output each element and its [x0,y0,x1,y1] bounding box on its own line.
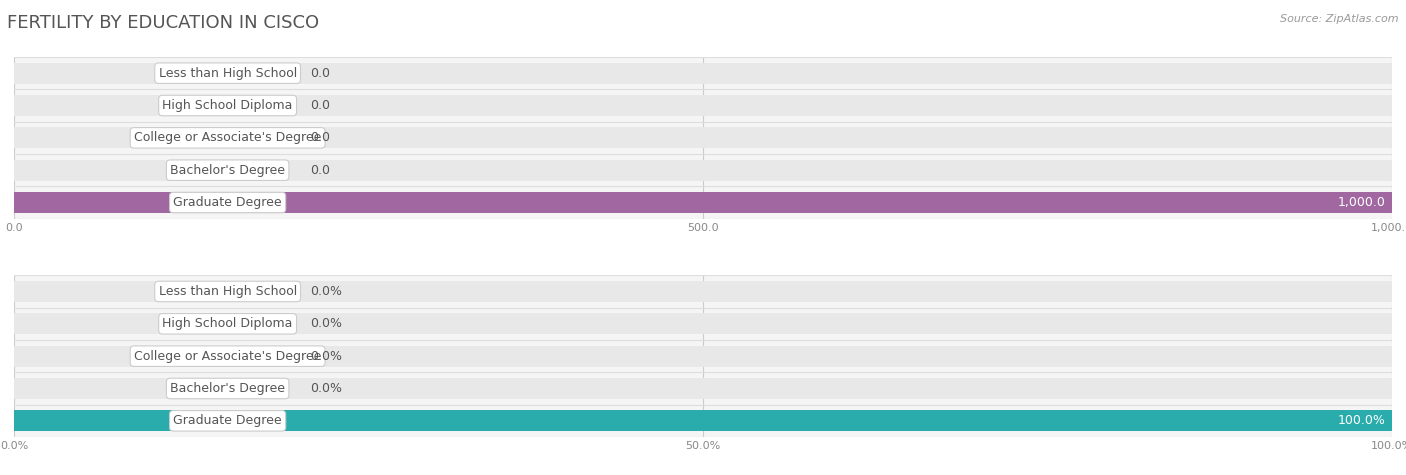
Bar [14,154,1392,186]
Bar [14,127,1392,148]
Text: 0.0%: 0.0% [311,285,342,298]
Bar [14,378,1392,399]
Text: Less than High School: Less than High School [159,285,297,298]
Bar [14,57,1392,89]
Bar [14,372,1392,405]
Text: 0.0%: 0.0% [311,350,342,362]
Bar [14,192,1392,213]
Bar [14,405,1392,437]
Text: Graduate Degree: Graduate Degree [173,196,283,209]
Bar [14,89,1392,122]
Text: 0.0: 0.0 [311,66,330,80]
Text: Source: ZipAtlas.com: Source: ZipAtlas.com [1281,14,1399,24]
Text: College or Associate's Degree: College or Associate's Degree [134,132,322,144]
Text: 0.0: 0.0 [311,164,330,177]
Text: Bachelor's Degree: Bachelor's Degree [170,164,285,177]
Bar [14,63,1392,84]
Text: Graduate Degree: Graduate Degree [173,414,283,428]
Bar [14,308,1392,340]
Text: FERTILITY BY EDUCATION IN CISCO: FERTILITY BY EDUCATION IN CISCO [7,14,319,32]
Text: 1,000.0: 1,000.0 [1337,196,1385,209]
Bar [14,410,1392,431]
Bar [14,340,1392,372]
Text: 100.0%: 100.0% [1337,414,1385,428]
Bar [14,122,1392,154]
Bar [14,95,1392,116]
Text: College or Associate's Degree: College or Associate's Degree [134,350,322,362]
Bar [14,314,1392,334]
Bar [14,160,1392,180]
Text: 0.0%: 0.0% [311,382,342,395]
Bar [14,276,1392,308]
Text: High School Diploma: High School Diploma [163,317,292,330]
Bar [14,346,1392,367]
Bar [14,281,1392,302]
Bar [14,410,1392,431]
Text: 0.0: 0.0 [311,132,330,144]
Text: Bachelor's Degree: Bachelor's Degree [170,382,285,395]
Text: Less than High School: Less than High School [159,66,297,80]
Bar [14,192,1392,213]
Text: High School Diploma: High School Diploma [163,99,292,112]
Text: 0.0%: 0.0% [311,317,342,330]
Bar [14,186,1392,219]
Text: 0.0: 0.0 [311,99,330,112]
